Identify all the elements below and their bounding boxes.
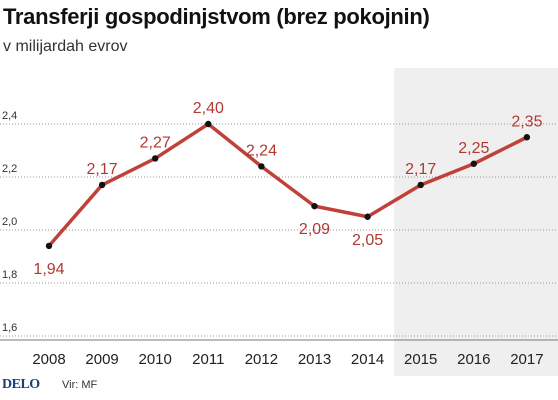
data-label: 2,40	[193, 100, 224, 117]
data-label: 2,05	[352, 232, 383, 249]
shaded-region	[394, 68, 558, 376]
source-note: Vir: MF	[62, 379, 98, 391]
x-tick-label: 2012	[245, 351, 278, 368]
data-point	[98, 181, 106, 189]
x-tick-label: 2015	[404, 351, 437, 368]
data-label: 2,24	[246, 142, 277, 159]
data-label: 2,27	[140, 134, 171, 151]
x-tick-label: 2008	[32, 351, 65, 368]
x-tick-label: 2014	[351, 351, 384, 368]
data-point	[205, 120, 212, 128]
series-line	[47, 122, 529, 248]
y-tick-label: 2,4	[2, 110, 17, 122]
data-label: 1,94	[33, 261, 64, 278]
data-point	[364, 213, 371, 220]
data-point	[417, 181, 424, 189]
data-label: 2,09	[299, 221, 330, 238]
data-point	[45, 242, 53, 250]
chart-subtitle: v milijardah evrov	[3, 38, 128, 55]
delo-logo: DELO	[2, 377, 40, 392]
data-point	[470, 160, 477, 167]
y-tick-label: 1,8	[2, 269, 17, 281]
data-label: 2,35	[511, 113, 542, 130]
x-tick-label: 2016	[457, 351, 490, 368]
x-tick-label: 2009	[85, 351, 118, 368]
data-point	[258, 163, 265, 170]
y-tick-label: 1,6	[2, 322, 17, 334]
y-tick-label: 2,0	[2, 216, 17, 228]
footer: DELO Vir: MF	[0, 376, 558, 400]
x-tick-label: 2011	[192, 351, 224, 368]
data-point	[152, 155, 159, 162]
chart-title: Transferji gospodinjstvom (brez pokojnin…	[3, 4, 430, 29]
line-chart: 1,6 1,8 2,0 2,2 2,4 1,94 2,17 2,27 2,40 2,24 2,09…	[0, 68, 558, 376]
x-tick-label: 2013	[298, 351, 331, 368]
y-tick-label: 2,2	[2, 163, 17, 175]
data-label: 2,17	[87, 161, 118, 178]
x-tick-label: 2017	[510, 351, 543, 368]
data-point	[523, 134, 531, 141]
data-label: 2,25	[458, 140, 489, 157]
x-tick-label: 2010	[139, 351, 172, 368]
data-label: 2,17	[405, 161, 436, 178]
data-point	[311, 202, 318, 210]
